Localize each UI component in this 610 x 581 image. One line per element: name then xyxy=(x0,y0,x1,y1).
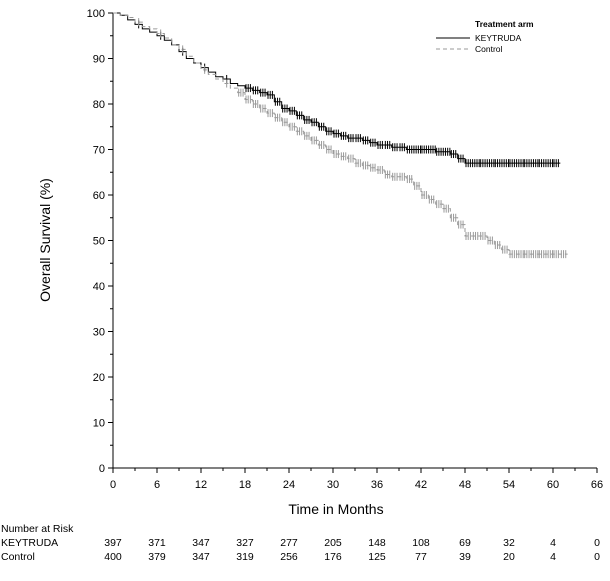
risk-value-control: 347 xyxy=(192,551,210,563)
x-tick-label: 54 xyxy=(503,479,515,491)
x-tick-label: 18 xyxy=(239,479,251,491)
x-tick-label: 6 xyxy=(154,479,160,491)
series-line-control xyxy=(113,12,568,255)
risk-value-keytruda: 327 xyxy=(236,537,254,549)
y-tick-label: 10 xyxy=(93,418,105,430)
plot-area xyxy=(112,13,597,469)
risk-row-label-keytruda: KEYTRUDA xyxy=(1,537,58,549)
risk-table: Number at Risk KEYTRUDA Control 397 371 34… xyxy=(1,523,600,563)
risk-value-control: 256 xyxy=(280,551,298,563)
risk-value-control: 39 xyxy=(459,551,471,563)
risk-value-control: 77 xyxy=(415,551,427,563)
legend-label-keytruda: KEYTRUDA xyxy=(475,33,522,43)
x-tick-label: 36 xyxy=(371,479,383,491)
x-tick-label: 24 xyxy=(283,479,295,491)
risk-value-keytruda: 0 xyxy=(594,537,600,549)
y-tick-label: 70 xyxy=(93,145,105,157)
risk-value-keytruda: 32 xyxy=(503,537,515,549)
y-tick-label: 40 xyxy=(93,281,105,293)
y-ticks: 0 10 20 30 40 50 60 70 80 90 100 xyxy=(87,8,113,475)
risk-values: 397 371 347 327 277 205 148 108 69 32 4 0 400 379 347 3… xyxy=(104,537,600,563)
y-tick-label: 50 xyxy=(93,236,105,248)
legend: Treatment arm KEYTRUDA Control xyxy=(436,19,534,54)
x-tick-label: 12 xyxy=(195,479,207,491)
risk-value-keytruda: 397 xyxy=(104,537,122,549)
y-tick-label: 100 xyxy=(87,8,105,20)
risk-value-keytruda: 4 xyxy=(550,537,556,549)
risk-value-control: 0 xyxy=(594,551,600,563)
y-axis-title: Overall Survival (%) xyxy=(37,178,53,302)
x-tick-label: 48 xyxy=(459,479,471,491)
legend-title: Treatment arm xyxy=(475,19,534,29)
y-tick-label: 90 xyxy=(93,54,105,66)
x-tick-label: 0 xyxy=(110,479,116,491)
risk-value-control: 4 xyxy=(550,551,556,563)
y-tick-label: 20 xyxy=(93,372,105,384)
x-tick-label: 30 xyxy=(327,479,339,491)
risk-value-keytruda: 69 xyxy=(459,537,471,549)
x-tick-label: 60 xyxy=(547,479,559,491)
y-tick-label: 30 xyxy=(93,327,105,339)
x-axis-title: Time in Months xyxy=(288,501,383,517)
risk-value-keytruda: 277 xyxy=(280,537,298,549)
risk-value-keytruda: 347 xyxy=(192,537,210,549)
risk-value-control: 176 xyxy=(324,551,342,563)
risk-value-keytruda: 148 xyxy=(368,537,386,549)
risk-value-keytruda: 205 xyxy=(324,537,342,549)
risk-table-title: Number at Risk xyxy=(1,523,74,535)
risk-value-control: 20 xyxy=(503,551,515,563)
x-ticks: 0 6 12 18 24 30 36 42 48 54 60 66 xyxy=(110,468,603,491)
risk-value-keytruda: 371 xyxy=(148,537,166,549)
y-tick-label: 80 xyxy=(93,99,105,111)
risk-value-control: 125 xyxy=(368,551,386,563)
x-tick-label: 66 xyxy=(591,479,603,491)
risk-value-control: 400 xyxy=(104,551,122,563)
risk-value-control: 319 xyxy=(236,551,254,563)
legend-label-control: Control xyxy=(475,44,503,54)
risk-row-label-control: Control xyxy=(1,551,35,563)
y-tick-label: 60 xyxy=(93,190,105,202)
y-tick-label: 0 xyxy=(99,463,105,475)
censor-layer xyxy=(138,18,567,259)
risk-value-keytruda: 108 xyxy=(412,537,430,549)
x-tick-label: 42 xyxy=(415,479,427,491)
risk-value-control: 379 xyxy=(148,551,166,563)
